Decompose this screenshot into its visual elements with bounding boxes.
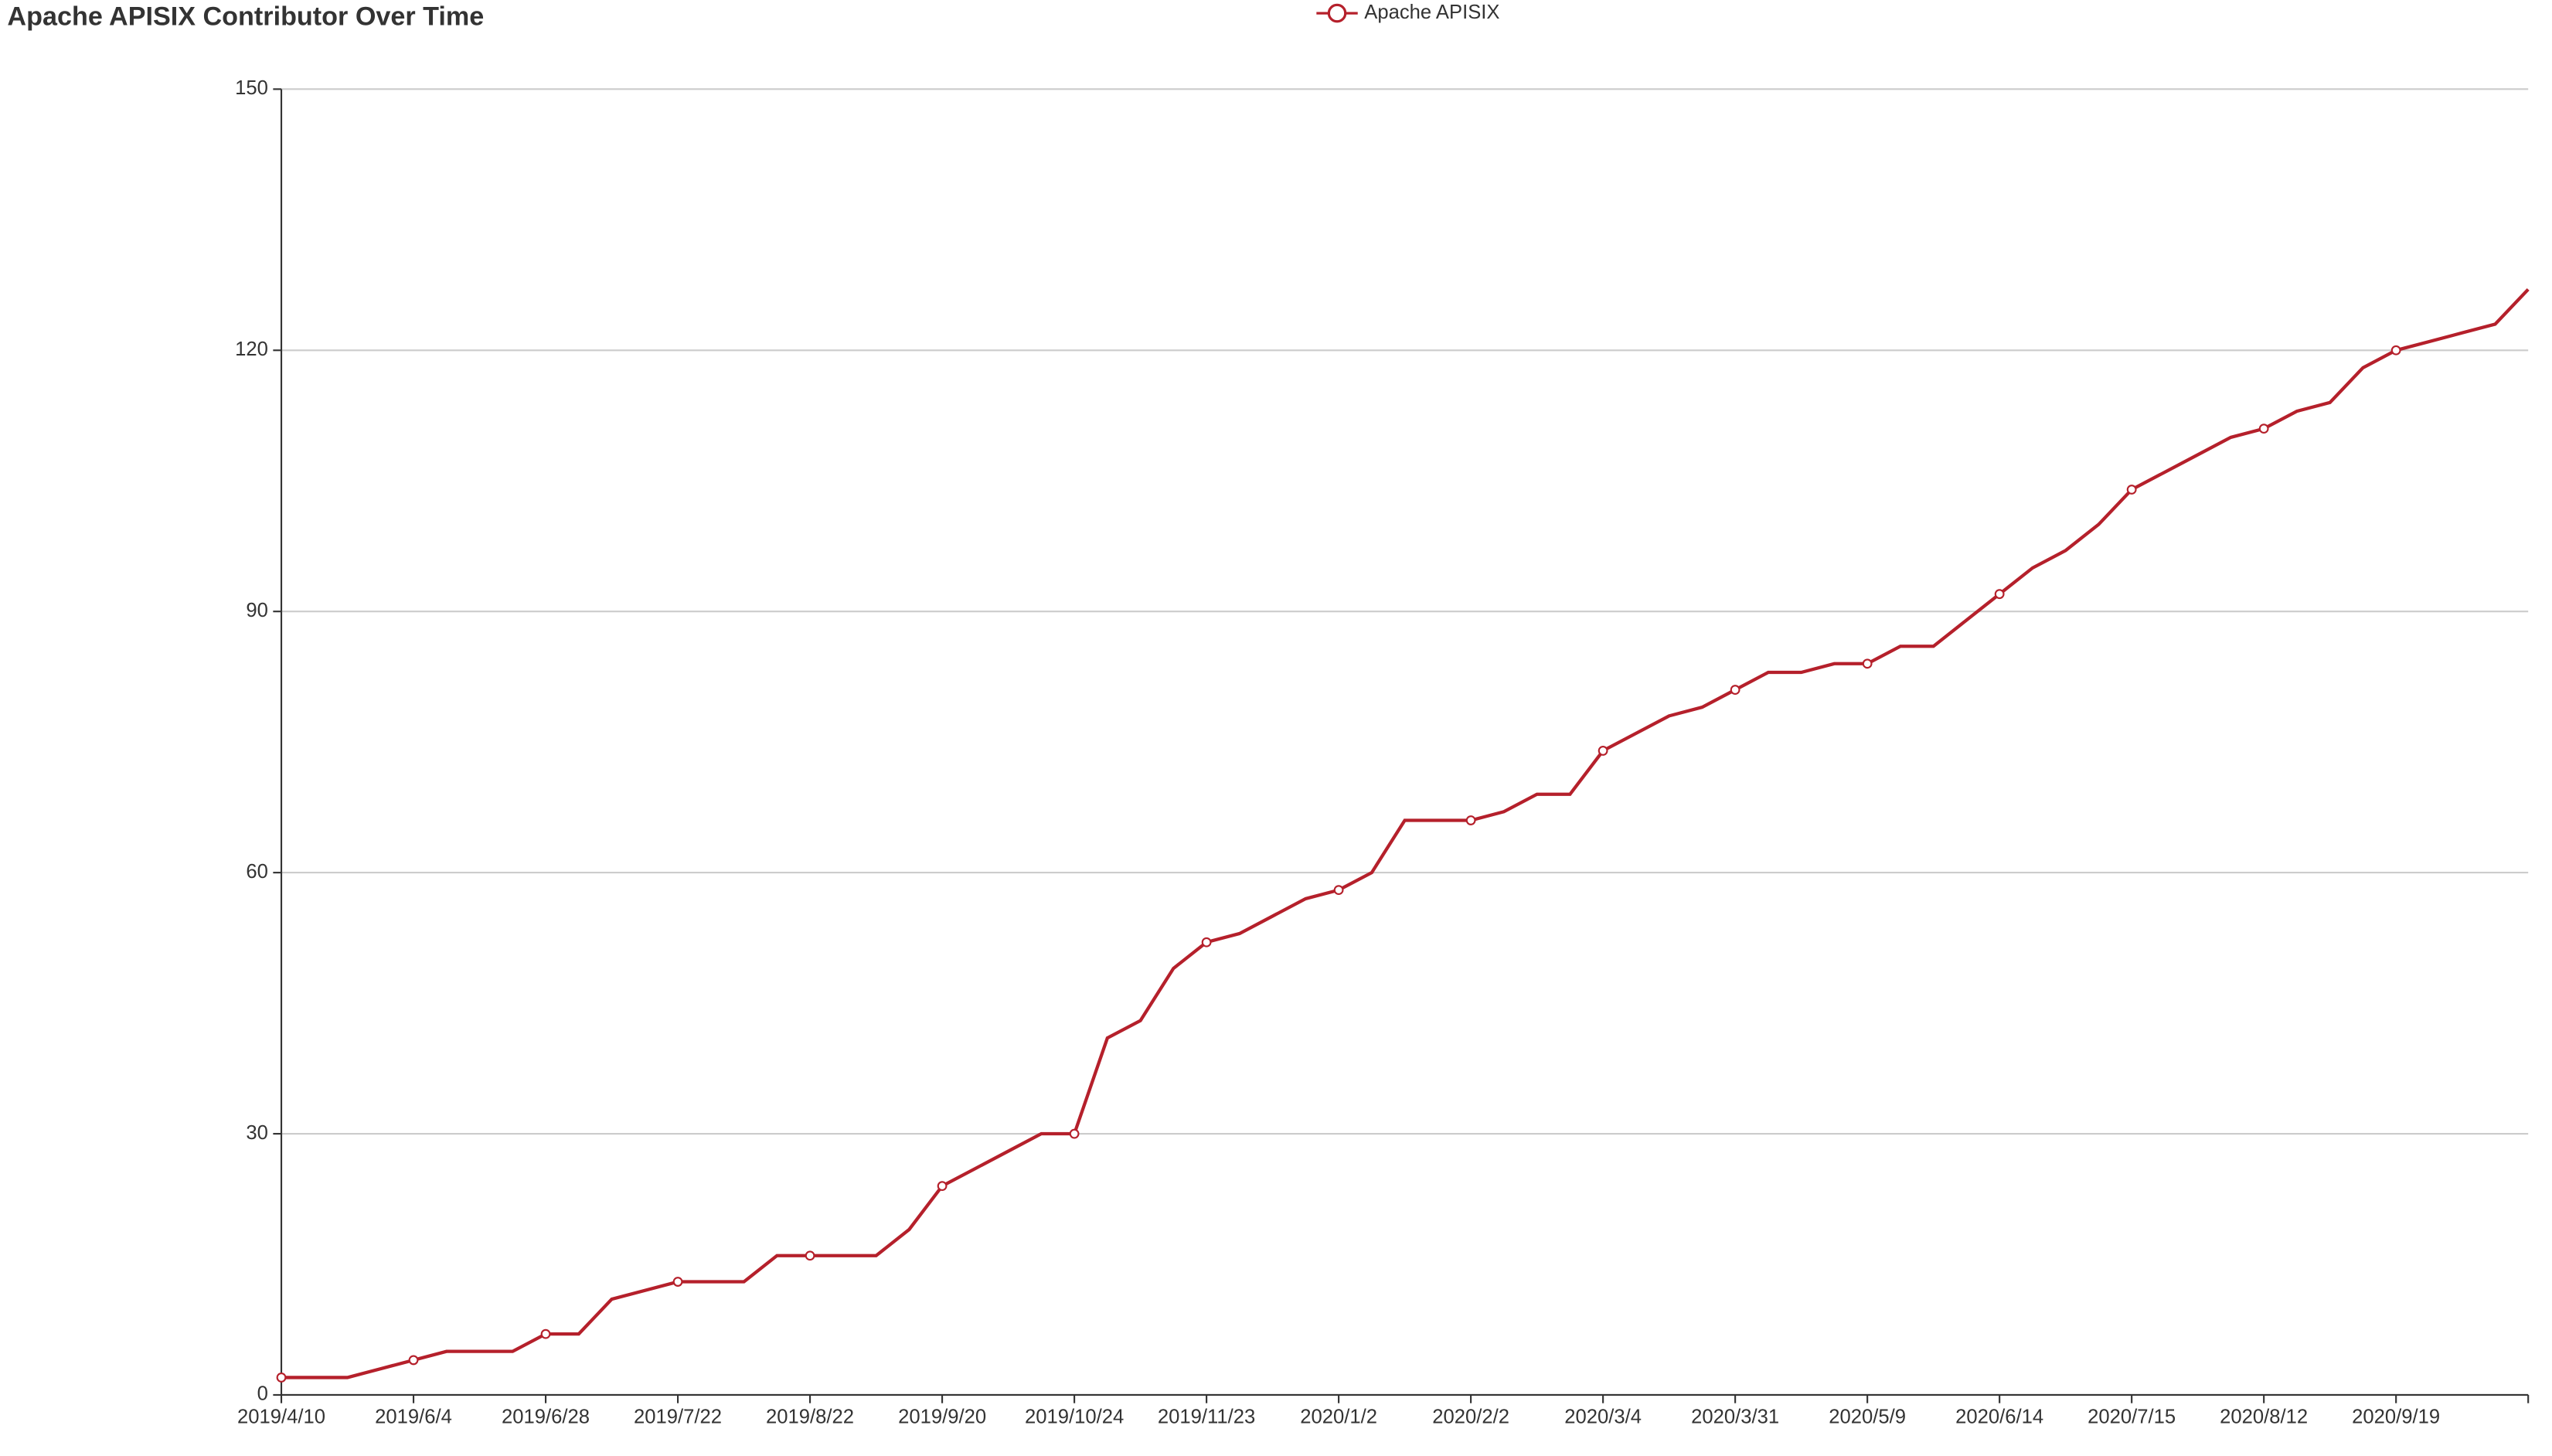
x-tick-label: 2019/9/20 [898,1407,986,1428]
point [937,1181,948,1192]
y-tick-label: 30 [246,1122,268,1144]
point [1730,685,1740,695]
x-tick-label: 2019/6/4 [375,1407,452,1428]
point [672,1277,683,1287]
x-tick-label: 2020/9/19 [2352,1407,2440,1428]
x-tick-label: 2020/7/15 [2088,1407,2176,1428]
point [2126,485,2137,495]
point [540,1328,551,1339]
point [2390,345,2401,355]
legend-marker [1327,3,1347,23]
point [408,1355,419,1366]
point [276,1373,287,1383]
x-tick-label: 2019/7/22 [634,1407,722,1428]
x-tick-label: 2020/3/4 [1564,1407,1642,1428]
x-tick-label: 2020/8/12 [2220,1407,2308,1428]
point [1994,589,2005,600]
x-tick-label: 2019/11/23 [1158,1407,1255,1428]
x-tick-label: 2019/6/28 [502,1407,590,1428]
legend-label: Apache APISIX [1364,2,1499,23]
y-tick-label: 90 [246,600,268,621]
point [1598,746,1608,756]
x-tick-label: 2019/4/10 [237,1407,325,1428]
point [805,1250,815,1261]
x-tick-label: 2020/1/2 [1300,1407,1377,1428]
y-tick-label: 120 [235,338,268,360]
point [1333,885,1344,896]
point [1465,815,1476,825]
point [1862,658,1873,669]
chart-title: Apache APISIX Contributor Over Time [7,2,484,32]
y-tick-label: 150 [235,77,268,99]
x-tick-label: 2020/5/9 [1829,1407,1906,1428]
point [1201,937,1212,947]
x-tick-label: 2020/3/31 [1691,1407,1779,1428]
y-tick-label: 0 [257,1383,268,1405]
x-tick-label: 2020/6/14 [1955,1407,2043,1428]
line-series [281,287,2530,1379]
x-tick-label: 2019/8/22 [766,1407,854,1428]
point [2258,424,2269,434]
y-tick-label: 60 [246,861,268,883]
point [1069,1128,1080,1139]
x-tick-label: 2020/2/2 [1432,1407,1509,1428]
x-tick-label: 2019/10/24 [1025,1407,1124,1428]
